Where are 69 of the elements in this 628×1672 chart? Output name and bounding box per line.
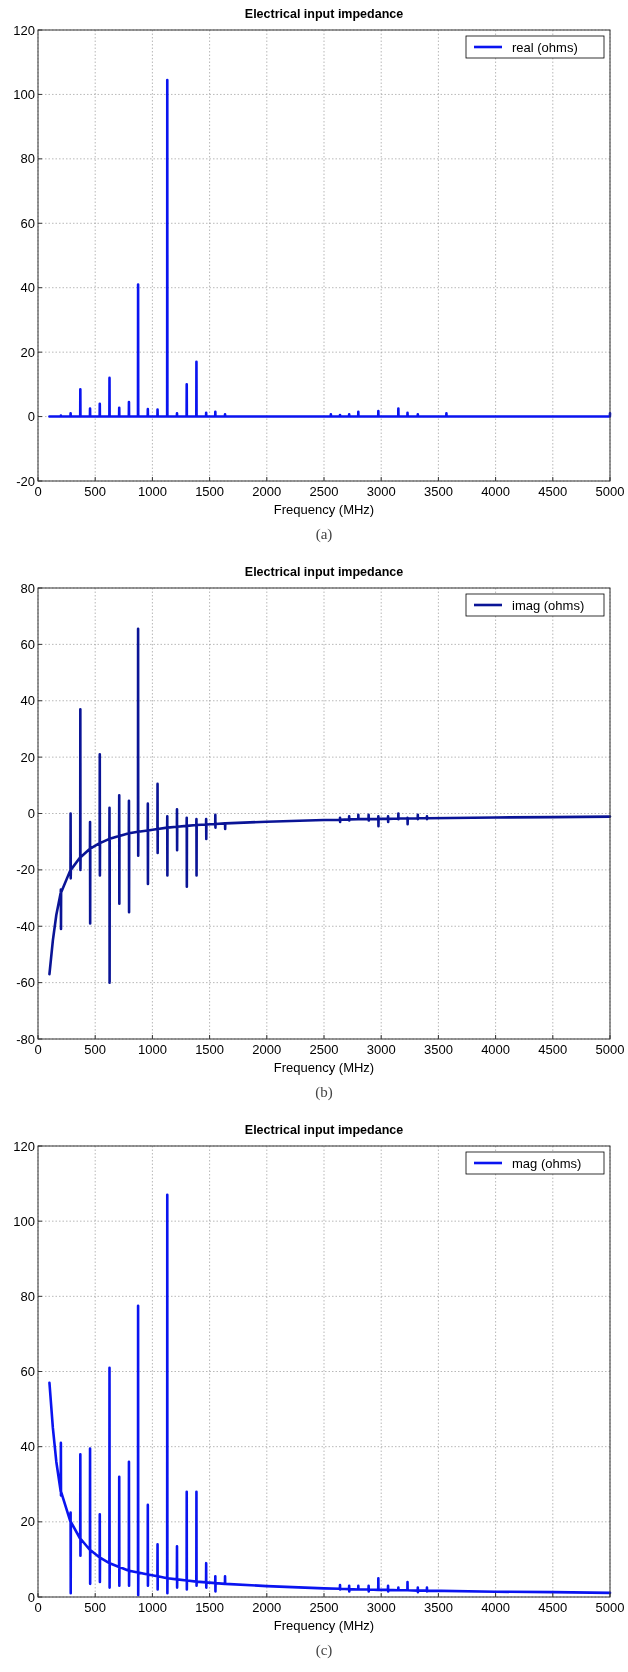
y-tick-label: 20 xyxy=(20,1514,35,1530)
y-tick-label: 0 xyxy=(27,409,35,425)
y-tick-label: 80 xyxy=(20,1288,35,1304)
y-tick-label: 0 xyxy=(27,1589,35,1605)
chart-title: Electrical input impedance xyxy=(244,7,404,21)
y-tick-label: 0 xyxy=(27,806,35,821)
x-axis-title: Frequency (MHz) xyxy=(273,1618,375,1633)
x-tick-label: 3000 xyxy=(366,1600,396,1615)
x-tick-label: 3000 xyxy=(366,484,396,499)
x-tick-label: 2000 xyxy=(252,484,282,499)
chart-title: Electrical input impedance xyxy=(244,1123,404,1137)
x-tick-label: 3500 xyxy=(423,1600,453,1615)
x-tick-label: 4500 xyxy=(538,1600,568,1615)
y-tick-label: 120 xyxy=(13,22,35,38)
x-axis-title: Frequency (MHz) xyxy=(273,1060,375,1075)
legend-label: imag (ohms) xyxy=(512,598,585,613)
y-tick-label: 100 xyxy=(13,86,35,102)
text: (c) xyxy=(315,1642,333,1659)
line-series xyxy=(48,78,612,418)
y-tick-label: 80 xyxy=(20,151,35,167)
x-tick-label: 2000 xyxy=(252,1600,282,1615)
x-tick-label: 1000 xyxy=(137,1042,167,1057)
text: (a) xyxy=(315,526,333,543)
y-tick-label: -20 xyxy=(16,473,35,489)
x-tick-label: 1000 xyxy=(137,1600,167,1615)
chart-title: Electrical input impedance xyxy=(244,565,404,579)
x-tick-label: 5000 xyxy=(595,1600,625,1615)
y-tick-label: 40 xyxy=(20,1439,35,1455)
x-tick-label: 2500 xyxy=(309,1600,339,1615)
x-tick-label: 2500 xyxy=(309,1042,339,1057)
line-series xyxy=(48,627,612,984)
x-axis-title: Frequency (MHz) xyxy=(273,502,375,517)
x-tick-label: 1500 xyxy=(195,484,225,499)
x-tick-label: 1000 xyxy=(137,484,167,499)
x-tick-label: 3500 xyxy=(423,1042,453,1057)
x-tick-label: 3000 xyxy=(366,1042,396,1057)
text: (b) xyxy=(315,1084,333,1101)
y-tick-label: 40 xyxy=(20,280,35,296)
x-tick-label: 2500 xyxy=(309,484,339,499)
legend-label: real (ohms) xyxy=(512,40,578,55)
y-tick-label: 60 xyxy=(20,215,35,231)
x-tick-label: 5000 xyxy=(595,484,625,499)
x-tick-label: 4000 xyxy=(481,1042,511,1057)
x-tick-label: 5000 xyxy=(595,1042,625,1057)
x-tick-label: 500 xyxy=(84,1600,107,1615)
y-tick-label: 100 xyxy=(13,1213,35,1229)
y-tick-label: 60 xyxy=(20,1364,35,1379)
y-tick-label: -40 xyxy=(16,918,35,934)
y-tick-label: 80 xyxy=(20,580,35,596)
y-tick-label: 20 xyxy=(20,344,35,360)
y-tick-label: -80 xyxy=(16,1031,35,1047)
y-tick-label: 120 xyxy=(13,1138,35,1154)
x-tick-label: 4500 xyxy=(538,484,568,499)
x-tick-label: 500 xyxy=(84,1042,107,1057)
x-tick-label: 4000 xyxy=(481,484,511,499)
legend-label: mag (ohms) xyxy=(512,1156,582,1171)
x-tick-label: 1500 xyxy=(195,1600,225,1615)
y-tick-label: -20 xyxy=(16,862,35,878)
y-tick-label: 20 xyxy=(20,749,35,765)
x-tick-label: 4000 xyxy=(481,1600,511,1615)
y-tick-label: 40 xyxy=(20,693,35,709)
x-tick-label: 1500 xyxy=(195,1042,225,1057)
x-tick-label: 4500 xyxy=(538,1042,568,1057)
y-tick-label: 60 xyxy=(20,636,35,652)
x-tick-label: 2000 xyxy=(252,1042,282,1057)
x-tick-label: 500 xyxy=(84,484,107,499)
y-tick-label: -60 xyxy=(16,975,35,991)
line-series xyxy=(48,1193,612,1597)
x-tick-label: 3500 xyxy=(423,484,453,499)
